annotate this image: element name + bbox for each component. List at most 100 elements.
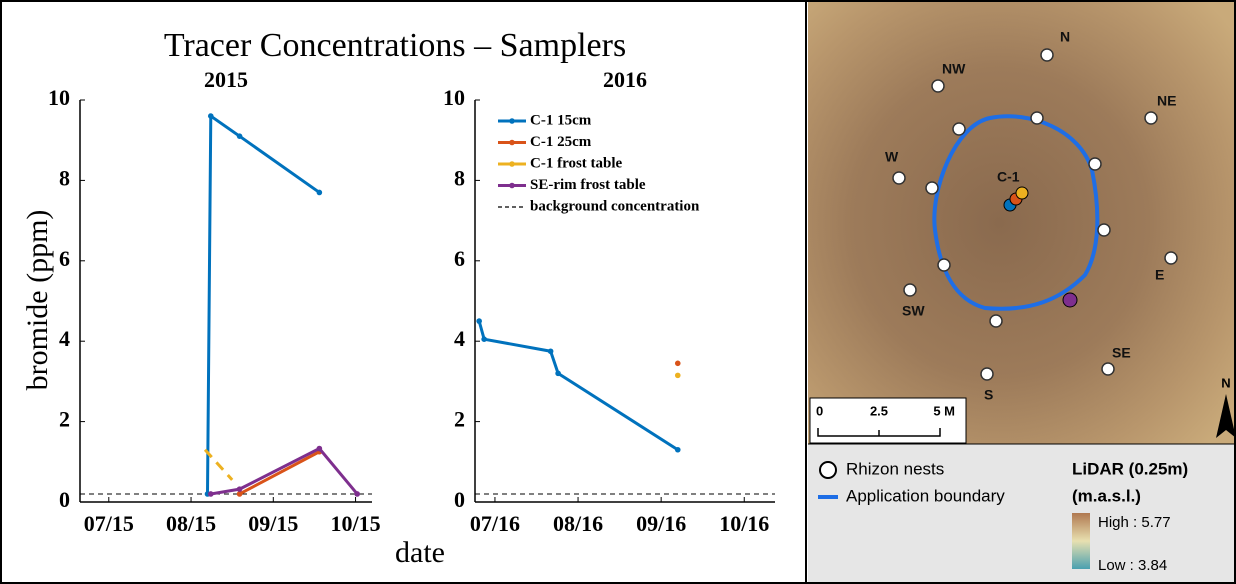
data-point	[481, 336, 487, 342]
legend-label: Rhizon nests	[846, 459, 944, 478]
y-tick-label: 8	[454, 165, 465, 190]
map-label: NE	[1157, 93, 1176, 109]
legend-marker	[509, 161, 515, 167]
data-point	[476, 318, 482, 324]
legend-label: C-1 25cm	[530, 134, 592, 150]
y-tick-label: 2	[454, 407, 465, 432]
nest	[989, 314, 1003, 328]
nest	[1164, 251, 1178, 265]
y-tick-label: 8	[59, 165, 70, 190]
x-tick-label: 08/15	[166, 511, 216, 536]
nest	[892, 171, 906, 185]
terrain	[808, 2, 1234, 444]
charts: 2015 0 2 4 6 8 10 07/15 08/15 09/15 10/15 2016 0 2 4 6 8…	[48, 67, 775, 536]
color-ramp	[1072, 513, 1090, 569]
map-label: SW	[902, 303, 925, 319]
x-tick-label: 09/16	[636, 511, 686, 536]
x-axis-label: date	[395, 536, 445, 569]
y-tick-label: 2	[59, 407, 70, 432]
x-tick-label: 09/15	[248, 511, 298, 536]
y-tick-label: 4	[59, 326, 70, 351]
series-line	[205, 113, 321, 494]
se-rim-sampler	[1062, 292, 1078, 308]
chart: 2015 0 2 4 6 8 10 07/15 08/15 09/15 10/15	[48, 67, 381, 536]
data-point	[674, 372, 681, 379]
nest	[931, 79, 945, 93]
legend-marker	[509, 139, 515, 146]
data-point	[354, 491, 360, 497]
legend-label: SE-rim frost table	[530, 177, 646, 193]
y-tick-label: 10	[48, 85, 70, 110]
map-legend-bg	[808, 444, 1234, 582]
legend-low: Low : 3.84	[1098, 557, 1167, 574]
scale-label: 0	[816, 403, 823, 418]
nest	[1030, 111, 1044, 125]
north-label: N	[1221, 375, 1230, 390]
scale-bar	[817, 428, 941, 437]
data-point	[316, 445, 323, 452]
nest	[1101, 362, 1115, 376]
map-label: SE	[1112, 345, 1131, 361]
data-point	[674, 360, 681, 367]
x-tick-label: 10/15	[330, 511, 380, 536]
legend-high: High : 5.77	[1098, 514, 1171, 531]
chart-title: 2015	[204, 67, 248, 92]
map-label: E	[1155, 267, 1164, 283]
north-arrow	[1216, 394, 1236, 438]
y-tick-label: 6	[59, 246, 70, 271]
map-label: NW	[942, 61, 966, 77]
y-tick-label: 0	[59, 487, 70, 512]
nest	[1144, 111, 1158, 125]
x-tick-label: 07/15	[84, 511, 134, 536]
application-boundary	[932, 114, 1100, 311]
data-point	[236, 486, 243, 492]
map-label: C-1	[997, 169, 1020, 185]
nest	[1088, 157, 1102, 171]
scale-label: 2.5	[870, 403, 888, 418]
data-point	[236, 491, 243, 497]
data-point	[207, 491, 214, 497]
legend-label: background concentration	[530, 198, 700, 214]
legend-nest-icon	[819, 461, 837, 479]
x-tick-label: 08/16	[553, 511, 603, 536]
nest	[1097, 223, 1111, 237]
series-line	[203, 448, 234, 481]
data-point	[207, 113, 214, 119]
legend-label: C-1 frost table	[530, 155, 623, 171]
nest	[925, 181, 939, 195]
data-point	[674, 446, 681, 453]
x-tick-label: 10/16	[719, 511, 769, 536]
c1-frost-sampler	[1015, 186, 1029, 200]
map-label: S	[984, 387, 993, 403]
figure-title: Tracer Concentrations – Samplers	[164, 27, 626, 64]
legend-box	[490, 108, 742, 224]
y-tick-label: 6	[454, 246, 465, 271]
y-tick-label: 4	[454, 326, 465, 351]
data-point	[547, 348, 554, 355]
data-point	[555, 370, 561, 377]
y-tick-label: 0	[454, 487, 465, 512]
nest	[1040, 48, 1054, 62]
map-label: N	[1060, 29, 1070, 45]
map: N NW NE W C-1 E SW SE S 0 2.5 5 M N Rhiz…	[808, 2, 1236, 582]
nest	[903, 283, 917, 297]
legend-label: Application boundary	[846, 486, 1005, 505]
nest	[937, 258, 951, 272]
legend-marker	[509, 182, 515, 189]
legend-title: LiDAR (0.25m)	[1072, 459, 1188, 478]
series-line	[238, 450, 321, 496]
series-line	[210, 446, 359, 496]
chart-title: 2016	[603, 67, 647, 92]
legend-marker	[509, 118, 515, 124]
legend-label: C-1 15cm	[530, 112, 592, 128]
chart: 2016 0 2 4 6 8 10 07/16 08/16 09/16 10/16 C-1 15cm C…	[443, 67, 775, 536]
data-point	[236, 133, 243, 139]
scale-label: 5 M	[933, 403, 955, 418]
y-axis-label: bromide (ppm)	[21, 210, 54, 391]
legend-units: (m.a.s.l.)	[1072, 486, 1141, 505]
nest	[952, 122, 966, 136]
nest	[980, 367, 994, 381]
y-tick-label: 10	[443, 85, 465, 110]
